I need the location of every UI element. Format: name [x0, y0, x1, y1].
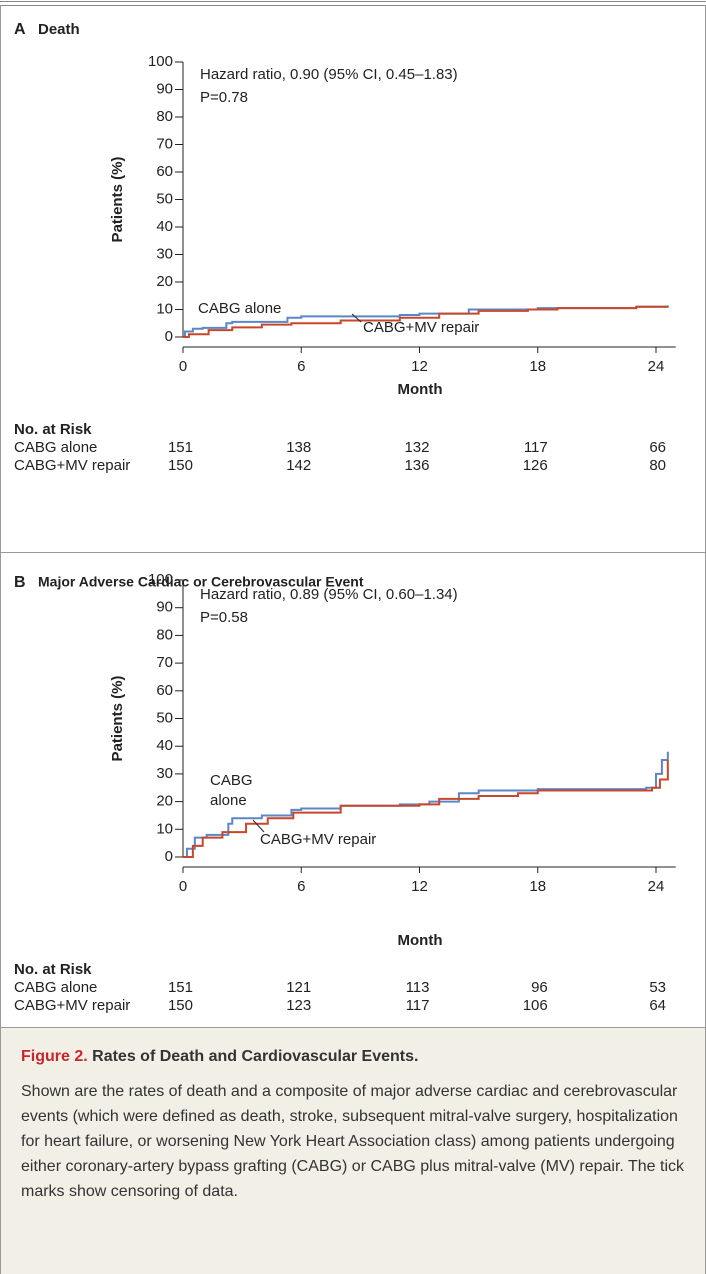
risk-count: 117: [524, 439, 548, 456]
risk-count: 150: [168, 457, 193, 474]
x-tick-label: 6: [297, 878, 305, 895]
y-tick-label: 70: [156, 654, 173, 671]
caption-label: Figure 2.: [21, 1048, 88, 1065]
risk-count: 126: [523, 457, 548, 474]
y-tick-label: 10: [156, 820, 173, 837]
y-tick-label: 70: [156, 135, 173, 152]
caption-text: Shown are the rates of death and a compo…: [21, 1083, 685, 1200]
y-tick-label: 100: [148, 53, 173, 70]
x-tick-label: 24: [648, 878, 665, 895]
risk-row-label: CABG+MV repair: [14, 457, 130, 474]
line-label: CABG+MV repair: [260, 831, 376, 848]
y-tick-label: 0: [165, 328, 173, 345]
risk-count: 121: [286, 979, 311, 996]
risk-count: 138: [286, 439, 311, 456]
y-tick-label: 0: [165, 848, 173, 865]
risk-row-label: CABG+MV repair: [14, 997, 130, 1014]
line-label: CABG alone: [198, 300, 281, 317]
y-tick-label: 30: [156, 245, 173, 262]
y-tick-label: 50: [156, 190, 173, 207]
x-tick-label: 6: [297, 358, 305, 375]
label-leader: [252, 819, 265, 833]
line-label: CABG: [210, 772, 253, 789]
y-tick-label: 60: [156, 163, 173, 180]
line-label: alone: [210, 792, 247, 809]
y-tick-label: 20: [156, 273, 173, 290]
panel-title: Death: [38, 21, 80, 38]
x-tick-label: 0: [179, 358, 187, 375]
label-leader: [351, 313, 362, 323]
y-axis-title: Patients (%): [109, 157, 126, 243]
panel-title: Major Adverse Cardiac or Cerebrovascular…: [38, 574, 364, 590]
x-tick-label: 12: [411, 878, 428, 895]
caption-title: Rates of Death and Cardiovascular Events…: [92, 1048, 419, 1065]
x-tick-label: 24: [648, 358, 665, 375]
risk-count: 132: [404, 439, 429, 456]
risk-count: 151: [168, 979, 193, 996]
risk-count: 117: [406, 997, 430, 1014]
annotation: P=0.78: [200, 89, 248, 106]
y-tick-label: 90: [156, 599, 173, 616]
caption: Figure 2. Rates of Death and Cardiovascu…: [0, 1028, 706, 1274]
line-label: CABG+MV repair: [363, 319, 479, 336]
y-tick-label: 20: [156, 793, 173, 810]
risk-row-label: CABG alone: [14, 979, 97, 996]
x-tick-label: 0: [179, 878, 187, 895]
y-tick-label: 10: [156, 300, 173, 317]
risk-count: 106: [523, 997, 548, 1014]
risk-title: No. at Risk: [14, 421, 92, 438]
km-curve: [183, 760, 669, 858]
risk-count: 53: [649, 979, 666, 996]
risk-count: 80: [649, 457, 666, 474]
panel-letter: B: [14, 574, 26, 591]
annotation: Hazard ratio, 0.90 (95% CI, 0.45–1.83): [200, 66, 458, 83]
risk-count: 150: [168, 997, 193, 1014]
annotation: Hazard ratio, 0.89 (95% CI, 0.60–1.34): [200, 586, 458, 603]
y-tick-label: 50: [156, 709, 173, 726]
y-tick-label: 90: [156, 80, 173, 97]
x-tick-label: 12: [411, 358, 428, 375]
risk-count: 113: [406, 979, 430, 996]
y-tick-label: 80: [156, 108, 173, 125]
panel-letter: A: [14, 21, 26, 38]
x-axis-title: Month: [398, 381, 443, 398]
x-tick-label: 18: [529, 358, 546, 375]
risk-title: No. at Risk: [14, 961, 92, 978]
risk-count: 136: [404, 457, 429, 474]
risk-count: 151: [168, 439, 193, 456]
y-tick-label: 80: [156, 626, 173, 643]
km-curve: [183, 305, 668, 338]
risk-count: 64: [649, 997, 666, 1014]
risk-row-label: CABG alone: [14, 439, 97, 456]
x-axis-title: Month: [398, 932, 443, 949]
annotation: P=0.58: [200, 609, 248, 626]
y-tick-label: 60: [156, 682, 173, 699]
x-tick-label: 18: [529, 878, 546, 895]
y-tick-label: 40: [156, 218, 173, 235]
risk-count: 66: [649, 439, 666, 456]
y-tick-label: 30: [156, 765, 173, 782]
y-tick-label: 40: [156, 737, 173, 754]
risk-count: 142: [286, 457, 311, 474]
y-axis-title: Patients (%): [109, 676, 126, 762]
risk-count: 123: [286, 997, 311, 1014]
y-tick-label: 100: [148, 571, 173, 588]
risk-count: 96: [531, 979, 548, 996]
